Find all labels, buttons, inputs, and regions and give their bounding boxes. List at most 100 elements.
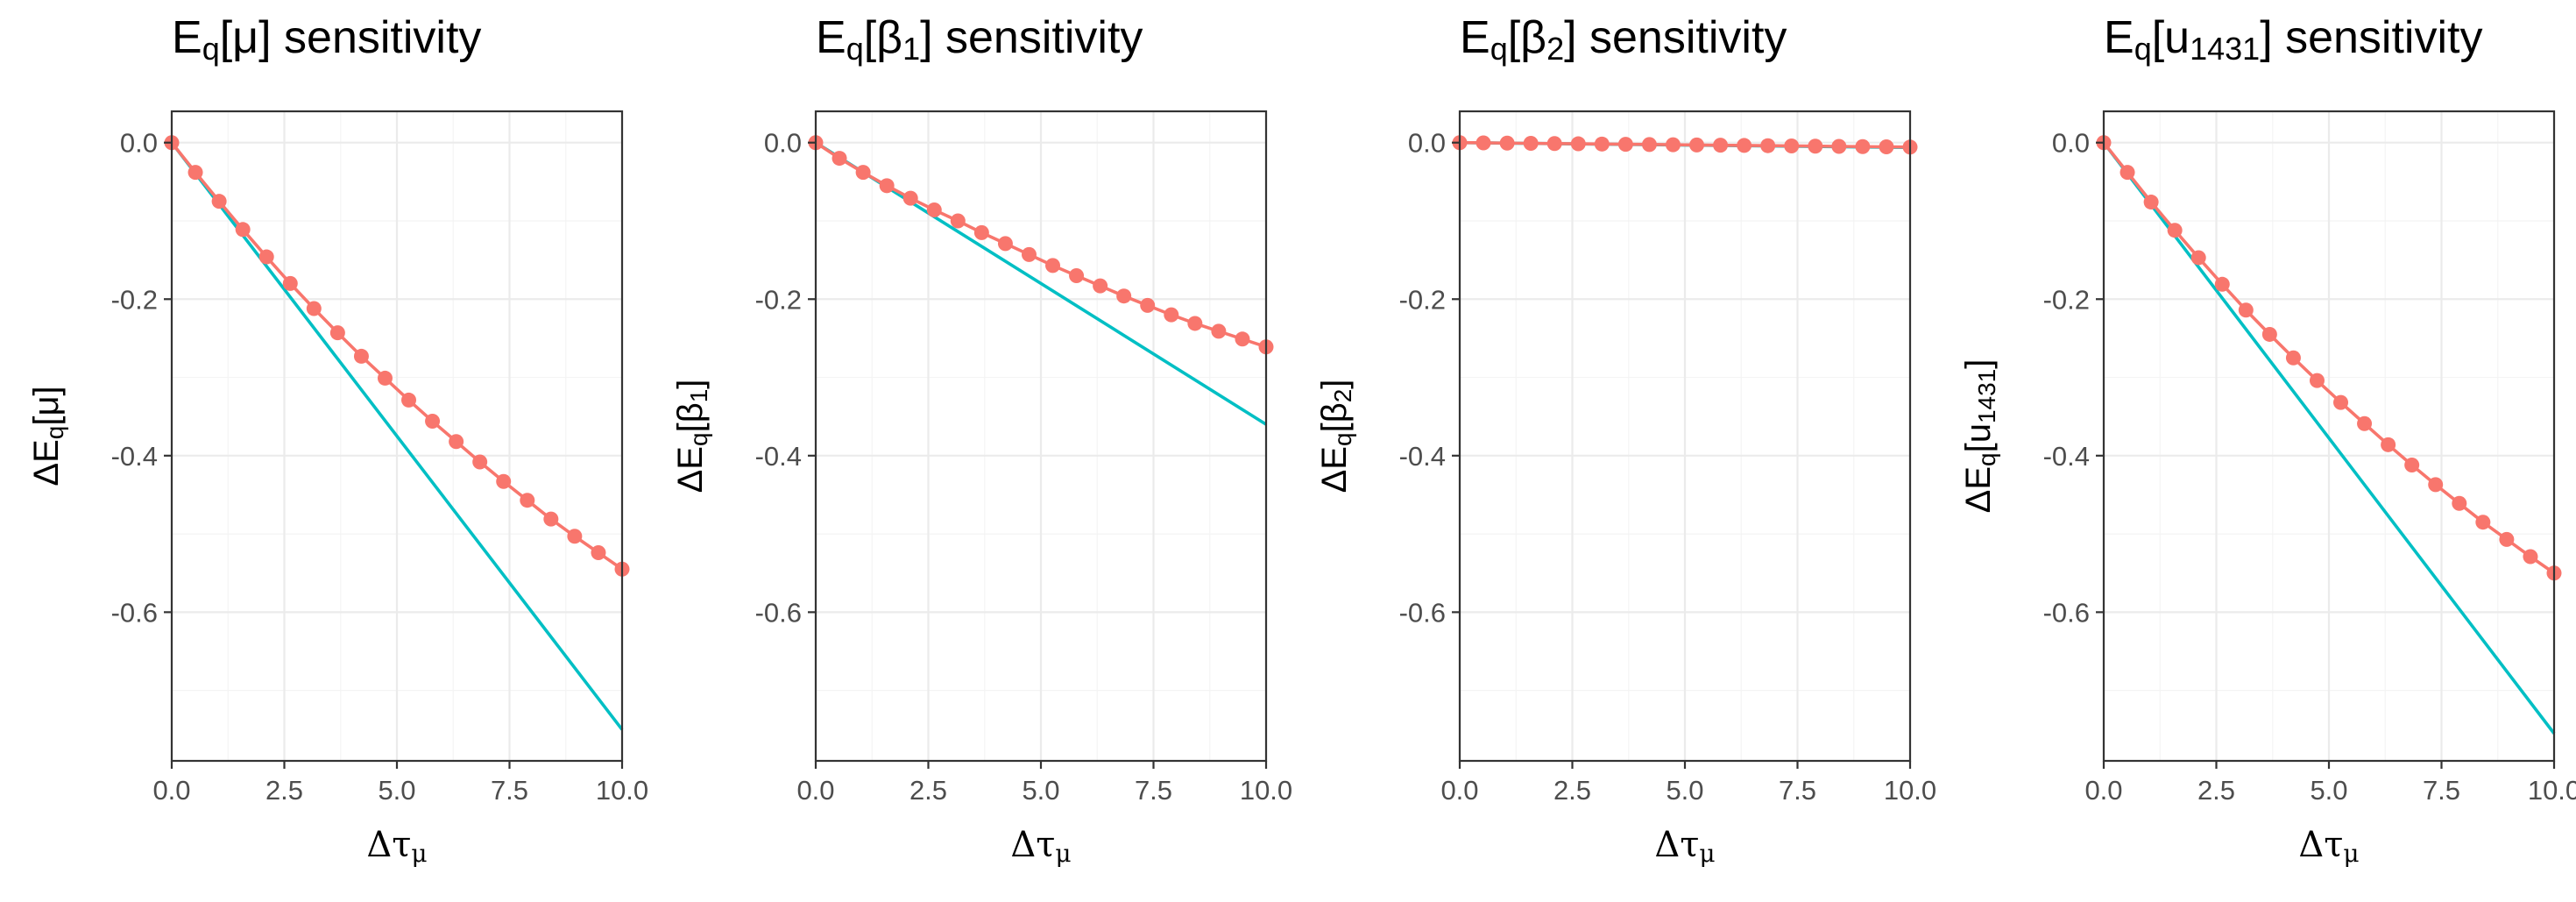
y-tick-label: -0.4 [111, 441, 158, 472]
data-point [1021, 246, 1037, 262]
data-point [1476, 135, 1491, 151]
data-point [950, 213, 966, 229]
data-point [1879, 139, 1894, 155]
y-tick-label: -0.6 [111, 597, 158, 628]
y-axis-label: ΔEq[β2] [1315, 380, 1356, 494]
data-point [1713, 138, 1729, 153]
data-point [1140, 297, 1156, 313]
x-tick-label: 5.0 [1022, 775, 1059, 806]
data-point [1665, 137, 1681, 153]
data-point [2261, 326, 2277, 342]
y-tick-label: -0.4 [755, 441, 802, 472]
grid [1458, 111, 1912, 761]
data-point [188, 165, 203, 181]
data-point [2475, 515, 2491, 530]
panel-title: Eq[β1] sensitivity [816, 12, 1143, 67]
data-point [2428, 477, 2444, 493]
data-point [1187, 316, 1203, 331]
data-point [2499, 531, 2515, 547]
data-point [1523, 136, 1539, 152]
panel-title: Eq[β2] sensitivity [1460, 12, 1787, 67]
data-point [520, 493, 535, 508]
panel-1: 0.0 2.5 5.0 7.5 10.0 0.0 -0.2 -0.4 -0.6 Eq[μ] sen… [27, 12, 648, 868]
data-point [997, 236, 1013, 252]
data-point [1784, 138, 1800, 153]
x-tick-label: 2.5 [909, 775, 947, 806]
x-tick-label: 5.0 [1666, 775, 1703, 806]
panel-4: 0.0 2.5 5.0 7.5 10.0 0.0 -0.2 -0.4 -0.6 Eq[u1431]… [1959, 12, 2576, 868]
y-tick-label: 0.0 [120, 128, 158, 159]
y-tick-label: 0.0 [1408, 128, 1446, 159]
data-point [879, 178, 895, 194]
series-line-linear [170, 141, 624, 731]
data-point [235, 222, 251, 238]
data-point [591, 545, 606, 561]
data-point [1164, 307, 1179, 323]
x-tick-label: 10.0 [1240, 775, 1292, 806]
data-point [377, 370, 393, 386]
y-tick-label: 0.0 [2052, 128, 2090, 159]
data-point [2120, 165, 2135, 181]
x-tick-label: 0.0 [796, 775, 834, 806]
y-axis-label: ΔEq[u1431] [1959, 359, 2000, 514]
x-tick-label: 10.0 [1884, 775, 1936, 806]
data-point [2285, 350, 2301, 366]
y-tick-label: -0.2 [1399, 284, 1446, 315]
y-tick-label: -0.4 [2043, 441, 2090, 472]
data-point [973, 224, 989, 240]
data-point [449, 434, 464, 450]
data-point [211, 194, 227, 210]
y-tick-label: -0.2 [2043, 284, 2090, 315]
x-tick-label: 2.5 [1553, 775, 1591, 806]
data-point [1689, 137, 1705, 153]
data-point [496, 473, 512, 489]
y-tick-label: -0.2 [755, 284, 802, 315]
panel-2: 0.0 2.5 5.0 7.5 10.0 0.0 -0.2 -0.4 -0.6 Eq[β1] se… [671, 12, 1292, 868]
data-point [2309, 373, 2325, 388]
data-point [1211, 323, 1227, 339]
x-tick-label: 2.5 [265, 775, 303, 806]
data-point [258, 249, 274, 265]
data-point [1546, 136, 1562, 152]
x-tick-label: 10.0 [2528, 775, 2576, 806]
data-point [472, 454, 488, 470]
data-point [543, 511, 559, 527]
data-point [1831, 138, 1847, 154]
data-point [1069, 267, 1085, 283]
panel-title: Eq[μ] sensitivity [172, 12, 481, 67]
data-point [1570, 136, 1586, 152]
data-point [1737, 138, 1752, 153]
data-point [2143, 195, 2159, 210]
grid [814, 111, 1268, 761]
data-point [329, 325, 345, 341]
data-point [855, 165, 871, 181]
data-point [926, 202, 942, 217]
x-tick-label: 0.0 [2084, 775, 2122, 806]
data-point [2523, 549, 2538, 565]
y-axis-label: ΔEq[β1] [671, 380, 712, 494]
data-point [832, 151, 847, 167]
y-tick-label: -0.2 [111, 284, 158, 315]
data-point [2404, 458, 2420, 473]
data-point [282, 275, 298, 291]
data-point [1594, 136, 1610, 152]
x-tick-label: 0.0 [152, 775, 190, 806]
data-point [1116, 288, 1132, 304]
y-tick-label: -0.4 [1399, 441, 1446, 472]
data-point [1617, 137, 1633, 153]
x-tick-label: 0.0 [1440, 775, 1478, 806]
x-axis-label: Δτμ [1654, 825, 1715, 868]
data-point [2190, 250, 2206, 266]
x-axis-label: Δτμ [2298, 825, 2359, 868]
panel-title: Eq[u1431] sensitivity [2104, 12, 2482, 67]
data-point [1855, 138, 1871, 154]
data-point [1235, 331, 1250, 347]
x-tick-label: 7.5 [2423, 775, 2460, 806]
x-tick-label: 2.5 [2197, 775, 2235, 806]
data-point [1641, 137, 1657, 153]
data-point [401, 392, 417, 408]
series-line-linear [2102, 141, 2556, 735]
data-point [2238, 302, 2254, 318]
data-point [2357, 415, 2373, 431]
data-point [425, 414, 441, 430]
